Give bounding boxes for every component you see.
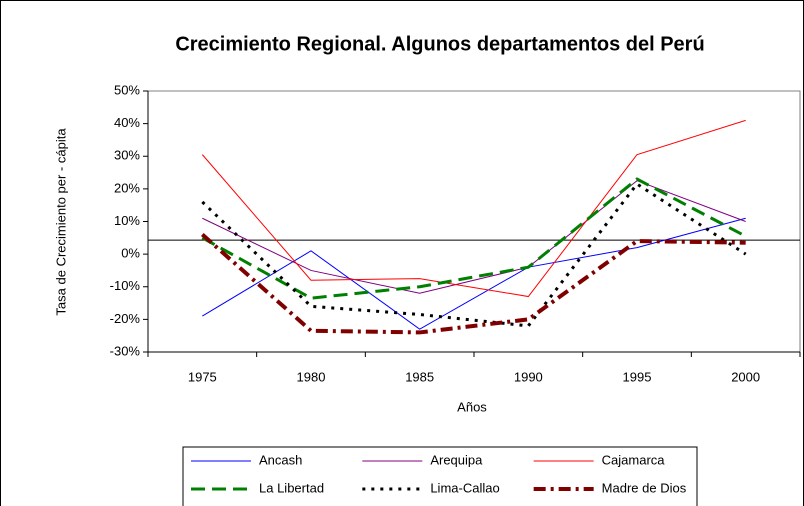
legend-label: La Libertad [259, 480, 324, 495]
y-tick-label: -30% [110, 343, 141, 358]
legend-box [182, 446, 698, 506]
y-tick-label: 20% [114, 180, 140, 195]
y-tick-label: 50% [114, 82, 140, 97]
chart-title: Crecimiento Regional. Algunos departamen… [175, 33, 704, 55]
y-tick-label: 0% [121, 246, 140, 261]
legend-label: Madre de Dios [602, 480, 687, 495]
y-tick-label: -20% [110, 311, 141, 326]
x-tick-label: 1990 [514, 369, 543, 384]
x-tick-label: 1995 [623, 369, 652, 384]
x-axis-label: Años [457, 399, 487, 414]
x-tick-label: 1985 [405, 369, 434, 384]
x-tick-label: 1980 [297, 369, 326, 384]
legend-label: Ancash [259, 452, 302, 467]
x-tick-label: 1975 [188, 369, 217, 384]
series-line [201, 181, 747, 328]
x-tick-label: 2000 [731, 369, 760, 384]
y-tick-label: 30% [114, 148, 140, 163]
series-line [202, 180, 746, 294]
y-axis-label: Tasa de Crecimiento per - cápita [53, 128, 68, 316]
y-tick-label: -10% [110, 278, 141, 293]
legend-label: Arequipa [430, 452, 483, 467]
legend-label: Cajamarca [602, 452, 666, 467]
y-tick-label: 40% [114, 115, 140, 130]
series-line [201, 119, 746, 298]
series-line [201, 233, 746, 335]
y-tick-label: 10% [114, 213, 140, 228]
series-line [201, 177, 747, 300]
legend-label: Lima-Callao [430, 480, 499, 495]
